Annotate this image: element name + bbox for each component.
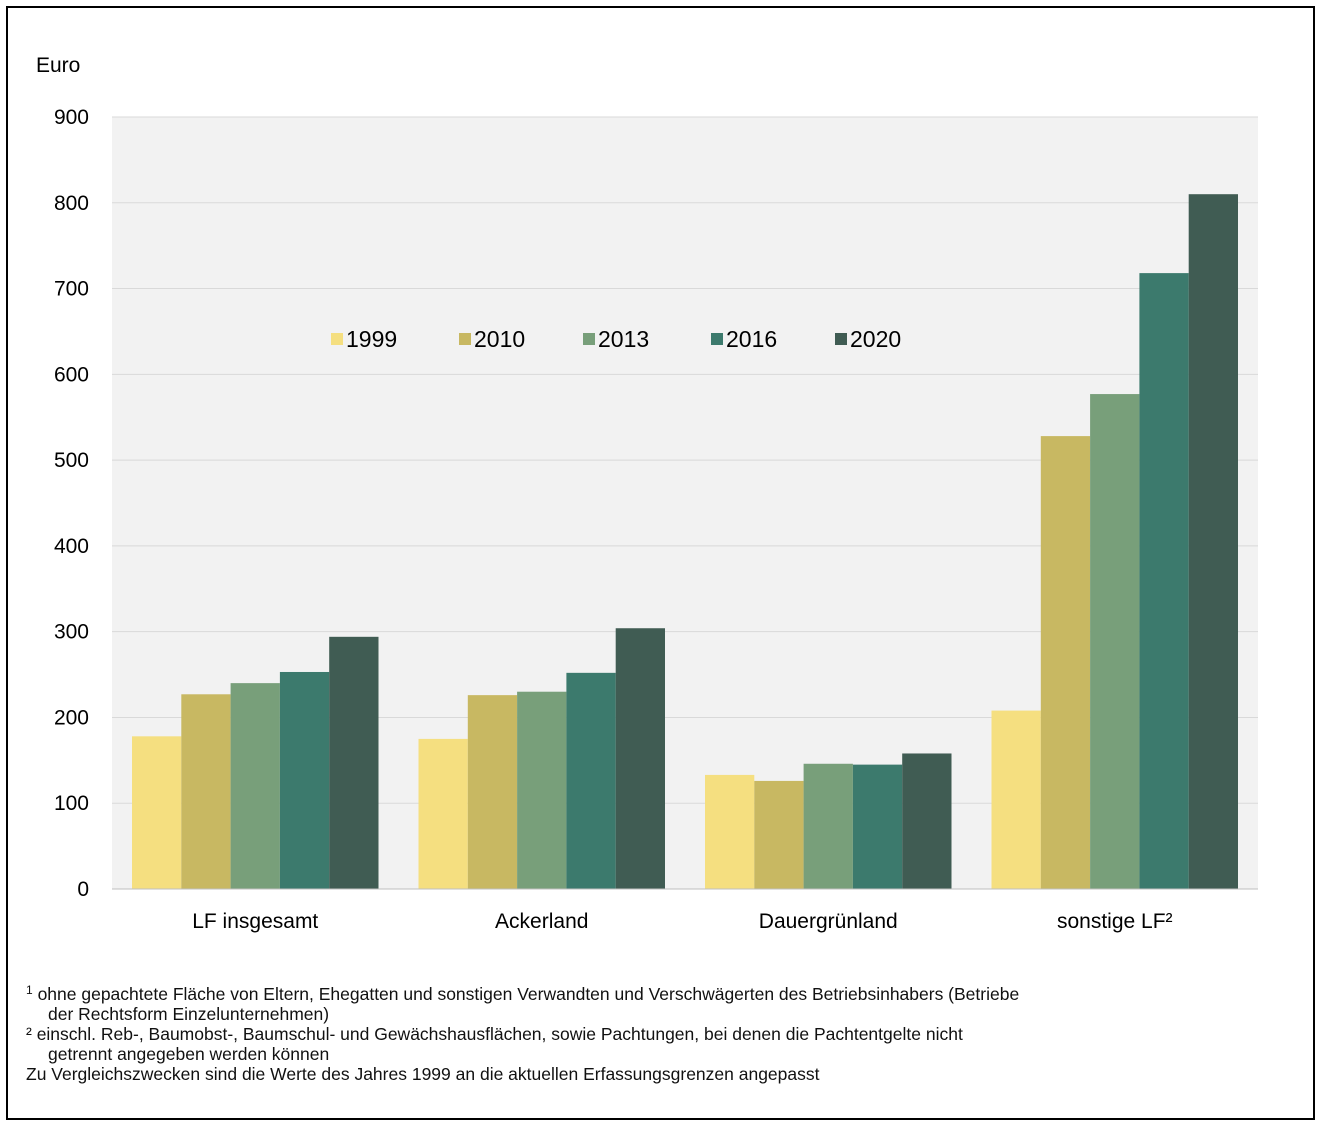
- bars: [132, 194, 1238, 889]
- bar-1999-3: [705, 774, 755, 889]
- legend-swatch-2016: [711, 333, 723, 345]
- y-tick-label: 900: [54, 106, 89, 129]
- bar-2013-1: [230, 683, 280, 889]
- x-tick-label: sonstige LF²: [1057, 910, 1173, 933]
- bar-2010-2: [467, 695, 518, 889]
- footnote-1-continued: der Rechtsform Einzelunternehmen): [48, 1004, 330, 1024]
- y-tick-label: 600: [54, 363, 89, 386]
- footnote-1-line-1: ohne gepachtete Fläche von Eltern, Ehega…: [37, 984, 1020, 1004]
- bar-1999-1: [132, 736, 182, 889]
- bar-2010-4: [1040, 436, 1091, 889]
- footnote-1: 1 ohne gepachtete Fläche von Eltern, Ehe…: [26, 980, 1266, 1004]
- footnotes: 1 ohne gepachtete Fläche von Eltern, Ehe…: [26, 980, 1266, 1084]
- legend-swatch-2020: [835, 333, 847, 345]
- bar-2020-3: [902, 753, 952, 889]
- comparison-note: Zu Vergleichszwecken sind die Werte des …: [26, 1064, 820, 1084]
- bar-2016-1: [279, 671, 330, 889]
- x-axis-labels: LF insgesamt Ackerland Dauergrünland sonsti…: [192, 910, 1172, 933]
- y-tick-label: 700: [54, 278, 89, 301]
- bar-2013-4: [1090, 394, 1140, 889]
- y-tick-label: 500: [54, 449, 89, 472]
- x-tick-label: LF insgesamt: [192, 910, 318, 933]
- y-axis-label: Euro: [36, 54, 80, 77]
- bar-1999-2: [418, 738, 468, 889]
- legend-label: 2010: [474, 326, 525, 352]
- footnote-1-marker: 1: [26, 983, 33, 997]
- bar-2020-4: [1188, 194, 1238, 889]
- bar-2016-3: [852, 764, 903, 889]
- y-tick-label: 400: [54, 535, 89, 558]
- footnote-2: ² einschl. Reb-, Baumobst-, Baumschul- u…: [26, 1024, 963, 1044]
- legend-label: 2016: [726, 326, 777, 352]
- legend-swatch-2013: [583, 333, 595, 345]
- bar-chart: 0 100 200 300 400 500 600 700 800 900 LF insgesam…: [36, 54, 1258, 933]
- legend-label: 2013: [598, 326, 649, 352]
- y-axis-ticks: 0 100 200 300 400 500 600 700 800 900: [54, 106, 89, 901]
- bar-2013-2: [517, 691, 567, 889]
- bar-2020-1: [329, 636, 379, 889]
- bar-2013-3: [803, 763, 853, 889]
- y-tick-label: 800: [54, 192, 89, 215]
- x-tick-label: Dauergrünland: [759, 910, 898, 933]
- legend: 1999 2010 2013 2016 2020: [331, 326, 901, 352]
- y-tick-label: 100: [54, 792, 89, 815]
- x-tick-label: Ackerland: [495, 910, 588, 933]
- legend-label: 2020: [850, 326, 901, 352]
- bar-2010-3: [754, 780, 804, 889]
- bar-2016-2: [566, 672, 616, 889]
- bar-1999-4: [991, 710, 1041, 889]
- footnote-2-continued: getrennt angegeben werden können: [48, 1044, 330, 1064]
- bar-2020-2: [615, 628, 665, 889]
- y-tick-label: 0: [77, 878, 89, 901]
- legend-swatch-2010: [459, 333, 471, 345]
- y-tick-label: 300: [54, 621, 89, 644]
- bar-2016-4: [1139, 273, 1189, 889]
- legend-swatch-1999: [331, 333, 343, 345]
- bar-2010-1: [181, 694, 231, 889]
- legend-label: 1999: [346, 326, 397, 352]
- y-tick-label: 200: [54, 706, 89, 729]
